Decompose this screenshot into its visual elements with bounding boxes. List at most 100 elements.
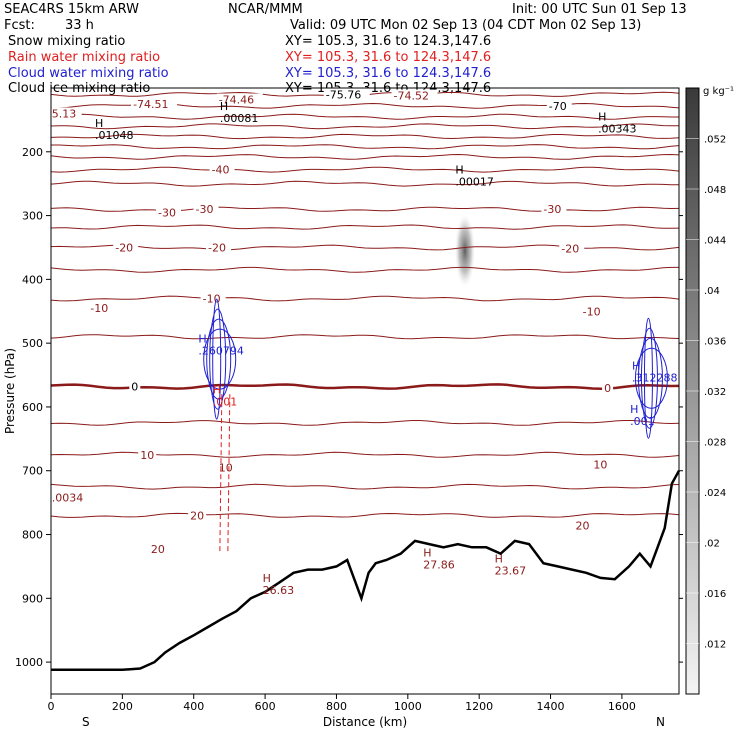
valid-time: Valid: 09 UTC Mon 02 Sep 13 (04 CDT Mon … [290,18,642,33]
maximum-value: .00343 [598,123,637,136]
contour-label-bg [49,107,82,120]
maximum-value: .001 [630,415,655,428]
isotherm-label-bg [129,380,141,393]
contour-label-bg [573,519,592,532]
x-tick-label: 800 [326,700,347,713]
isotherm-line [50,123,679,130]
contour-label: -10 [90,302,108,315]
contour-label: -30 [543,203,561,216]
contour-label-bg [148,543,167,556]
x-tick-label: 1400 [537,700,565,713]
y-tick-label: 600 [22,401,43,414]
snow-mixing-ratio-max [454,214,475,287]
isotherm-line [50,483,680,490]
maximum-marker: H [423,546,431,559]
contour-label-bg [391,89,438,102]
contour-label-bg [541,203,567,216]
isotherm-label: 0 [131,381,138,394]
maximum-marker: H [95,117,103,130]
experiment-title: SEAC4RS 15km ARW [4,2,140,17]
isotherm-line [50,295,680,302]
contour-label: -74.51 [133,98,168,111]
contour-label-bg [131,97,178,110]
isotherm-label: -75.76 [326,88,361,101]
maximum-marker: H [263,572,271,585]
isotherm-label: -10 [203,293,221,306]
maximum-marker: H [220,100,228,113]
maximum-marker: H [630,403,638,416]
field-cloud-name: Cloud water mixing ratio [8,66,169,81]
isotherm-line [50,383,680,390]
maximum-value: .01048 [95,129,134,142]
contour-label: 10 [219,462,233,475]
maximum-marker: H [495,553,503,566]
field-rain-name: Rain water mixing ratio [8,50,161,65]
north-end-label: N [656,715,665,729]
field-rain-xy: XY= 105.3, 31.6 to 124.3,147.6 [285,50,492,65]
cloud-water-contour [212,298,222,420]
contour-label: 20 [576,520,590,533]
isotherm-label-bg [138,448,157,461]
cloud-water-contour [209,308,227,410]
contour-label: -30 [158,206,176,219]
contour-label-bg [88,302,114,315]
maximum-value: .312288 [632,371,678,384]
isotherm-label: 20 [190,509,204,522]
isotherm-line [50,166,680,173]
y-tick-label: 1000 [15,656,43,669]
colorbar-tick-label: .012 [704,640,726,651]
contour-label: -74.52 [394,90,429,103]
colorbar-tick-label: .04 [704,286,720,297]
x-tick-label: 1600 [608,700,636,713]
y-tick-label: 200 [22,146,43,159]
center-label: NCAR/MMM [228,2,303,17]
plot-frame [50,87,680,695]
south-end-label: S [82,715,90,729]
isotherm-label: -70 [549,100,567,113]
colorbar-tick-label: .044 [704,236,726,247]
maximum-value: .00017 [455,176,494,189]
colorbar-tick-label: .032 [704,387,726,398]
maximum-value: 26.63 [263,584,295,597]
contour-label-bg [156,206,182,219]
isotherm-label: 10 [140,449,154,462]
maximum-marker: H [598,111,606,124]
isotherm-line [50,512,680,518]
isotherm-label-bg [206,241,231,254]
colorbar-unit: g kg⁻¹ [703,86,734,97]
isotherm-line [50,244,680,251]
contour-label: 20 [151,543,165,556]
maximum-marker: H [213,384,221,397]
y-tick-label: 900 [22,592,43,605]
y-tick-label: 400 [22,273,43,286]
isotherm-line [50,180,680,187]
isotherm-label-bg [546,99,572,112]
contour-label: -74.46 [219,93,254,106]
contour-label-bg [49,491,89,504]
colorbar-tick-label: .016 [704,589,726,600]
colorbar-tick-label: .048 [704,185,726,196]
isotherm-label-bg [200,292,226,305]
forecast-label: Fcst: [4,18,35,33]
contour-label-bg [113,241,139,254]
y-tick-label: 500 [22,337,43,350]
isotherm-line [51,144,680,150]
cloud-water-contour [637,337,663,419]
colorbar-tick-label: .02 [704,539,720,550]
isotherm-label-bg [323,88,370,101]
y-axis-label: Pressure (hPa) [3,348,17,434]
colorbar-tick-label: .052 [704,135,726,146]
init-time: Init: 00 UTC Sun 01 Sep 13 [512,2,687,17]
contour-label: 5.13 [52,108,77,121]
field-snow-name: Snow mixing ratio [8,34,126,49]
y-tick-label: 800 [22,529,43,542]
cloud-water-contour [203,328,237,390]
colorbar-tick-label: .036 [704,337,726,348]
x-tick-label: 400 [183,700,204,713]
isotherm-label-bg [193,203,219,216]
isotherm-label-bg [188,509,207,522]
contour-label-bg [580,305,606,318]
contour-label-bg [559,242,585,255]
maximum-value: .260794 [198,345,244,358]
